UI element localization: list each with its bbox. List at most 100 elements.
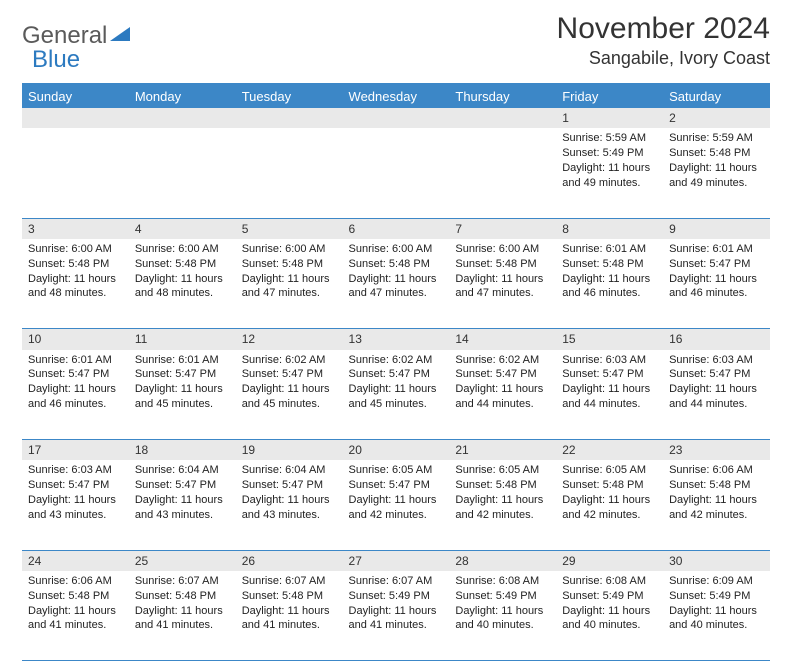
sunrise-text: Sunrise: 6:08 AM: [455, 574, 550, 589]
weekday-header: Friday: [556, 84, 663, 108]
daylight-text-2: and 41 minutes.: [135, 618, 230, 633]
day-content-cell: Sunrise: 5:59 AMSunset: 5:48 PMDaylight:…: [663, 128, 770, 218]
day-number-cell: 7: [449, 218, 556, 239]
day-number-cell: 4: [129, 218, 236, 239]
day-number-cell: 3: [22, 218, 129, 239]
daylight-text-1: Daylight: 11 hours: [349, 382, 444, 397]
sunrise-text: Sunrise: 6:01 AM: [135, 353, 230, 368]
sunset-text: Sunset: 5:47 PM: [242, 478, 337, 493]
title-block: November 2024 Sangabile, Ivory Coast: [557, 12, 770, 69]
day-number-cell: 22: [556, 440, 663, 461]
sunset-text: Sunset: 5:48 PM: [135, 257, 230, 272]
day-number-row: 17181920212223: [22, 440, 770, 461]
sunset-text: Sunset: 5:49 PM: [562, 146, 657, 161]
sunrise-text: Sunrise: 6:00 AM: [349, 242, 444, 257]
sunset-text: Sunset: 5:48 PM: [669, 146, 764, 161]
day-content-cell: Sunrise: 6:02 AMSunset: 5:47 PMDaylight:…: [236, 350, 343, 440]
sunset-text: Sunset: 5:47 PM: [669, 257, 764, 272]
month-title: November 2024: [557, 12, 770, 46]
daylight-text-2: and 49 minutes.: [669, 176, 764, 191]
sunrise-text: Sunrise: 6:06 AM: [28, 574, 123, 589]
day-content-cell: Sunrise: 6:00 AMSunset: 5:48 PMDaylight:…: [449, 239, 556, 329]
day-number-cell: 25: [129, 550, 236, 571]
weekday-header: Sunday: [22, 84, 129, 108]
day-content-cell: Sunrise: 6:04 AMSunset: 5:47 PMDaylight:…: [129, 460, 236, 550]
weekday-header-row: Sunday Monday Tuesday Wednesday Thursday…: [22, 84, 770, 108]
daylight-text-1: Daylight: 11 hours: [135, 382, 230, 397]
daylight-text-2: and 47 minutes.: [455, 286, 550, 301]
sunrise-text: Sunrise: 6:07 AM: [349, 574, 444, 589]
sunset-text: Sunset: 5:47 PM: [669, 367, 764, 382]
sunset-text: Sunset: 5:47 PM: [242, 367, 337, 382]
day-number-cell: 1: [556, 108, 663, 128]
day-content-cell: Sunrise: 6:01 AMSunset: 5:47 PMDaylight:…: [22, 350, 129, 440]
sunrise-text: Sunrise: 6:01 AM: [669, 242, 764, 257]
daylight-text-1: Daylight: 11 hours: [28, 382, 123, 397]
daylight-text-2: and 48 minutes.: [28, 286, 123, 301]
daylight-text-2: and 48 minutes.: [135, 286, 230, 301]
weekday-header: Thursday: [449, 84, 556, 108]
day-number-cell: 6: [343, 218, 450, 239]
day-content-cell: Sunrise: 6:00 AMSunset: 5:48 PMDaylight:…: [129, 239, 236, 329]
day-number-cell: 13: [343, 329, 450, 350]
daylight-text-1: Daylight: 11 hours: [562, 493, 657, 508]
daylight-text-1: Daylight: 11 hours: [669, 161, 764, 176]
sunrise-text: Sunrise: 6:04 AM: [242, 463, 337, 478]
day-content-row: Sunrise: 6:03 AMSunset: 5:47 PMDaylight:…: [22, 460, 770, 550]
daylight-text-1: Daylight: 11 hours: [242, 604, 337, 619]
weekday-header: Wednesday: [343, 84, 450, 108]
day-number-cell: 18: [129, 440, 236, 461]
weekday-header: Saturday: [663, 84, 770, 108]
sunset-text: Sunset: 5:47 PM: [135, 367, 230, 382]
sunrise-text: Sunrise: 6:00 AM: [455, 242, 550, 257]
daylight-text-2: and 42 minutes.: [349, 508, 444, 523]
day-content-cell: Sunrise: 6:07 AMSunset: 5:48 PMDaylight:…: [236, 571, 343, 661]
day-content-cell: Sunrise: 6:00 AMSunset: 5:48 PMDaylight:…: [236, 239, 343, 329]
day-number-cell: 30: [663, 550, 770, 571]
daylight-text-2: and 43 minutes.: [28, 508, 123, 523]
day-number-cell: 28: [449, 550, 556, 571]
sunset-text: Sunset: 5:48 PM: [242, 257, 337, 272]
sunrise-text: Sunrise: 6:05 AM: [349, 463, 444, 478]
sunrise-text: Sunrise: 6:02 AM: [455, 353, 550, 368]
daylight-text-1: Daylight: 11 hours: [669, 382, 764, 397]
daylight-text-2: and 40 minutes.: [455, 618, 550, 633]
daylight-text-1: Daylight: 11 hours: [669, 493, 764, 508]
sunset-text: Sunset: 5:49 PM: [455, 589, 550, 604]
daylight-text-1: Daylight: 11 hours: [562, 161, 657, 176]
sunset-text: Sunset: 5:47 PM: [349, 367, 444, 382]
daylight-text-1: Daylight: 11 hours: [135, 493, 230, 508]
location: Sangabile, Ivory Coast: [557, 48, 770, 69]
sunrise-text: Sunrise: 6:03 AM: [669, 353, 764, 368]
day-number-cell: 2: [663, 108, 770, 128]
sunrise-text: Sunrise: 6:00 AM: [242, 242, 337, 257]
daylight-text-2: and 47 minutes.: [349, 286, 444, 301]
sunrise-text: Sunrise: 6:07 AM: [242, 574, 337, 589]
sunset-text: Sunset: 5:47 PM: [562, 367, 657, 382]
weekday-header: Monday: [129, 84, 236, 108]
daylight-text-2: and 47 minutes.: [242, 286, 337, 301]
daylight-text-1: Daylight: 11 hours: [455, 604, 550, 619]
day-content-cell: [129, 128, 236, 218]
daylight-text-1: Daylight: 11 hours: [28, 604, 123, 619]
day-number-cell: 19: [236, 440, 343, 461]
sunset-text: Sunset: 5:47 PM: [135, 478, 230, 493]
sunset-text: Sunset: 5:48 PM: [28, 257, 123, 272]
sunset-text: Sunset: 5:48 PM: [669, 478, 764, 493]
daylight-text-2: and 44 minutes.: [455, 397, 550, 412]
day-number-row: 10111213141516: [22, 329, 770, 350]
logo: General: [22, 12, 132, 50]
daylight-text-2: and 41 minutes.: [242, 618, 337, 633]
day-content-cell: Sunrise: 6:06 AMSunset: 5:48 PMDaylight:…: [663, 460, 770, 550]
calendar-body: 12Sunrise: 5:59 AMSunset: 5:49 PMDayligh…: [22, 108, 770, 661]
day-content-row: Sunrise: 6:06 AMSunset: 5:48 PMDaylight:…: [22, 571, 770, 661]
day-number-cell: 26: [236, 550, 343, 571]
day-number-cell: 9: [663, 218, 770, 239]
daylight-text-1: Daylight: 11 hours: [669, 604, 764, 619]
day-content-cell: Sunrise: 6:03 AMSunset: 5:47 PMDaylight:…: [556, 350, 663, 440]
daylight-text-1: Daylight: 11 hours: [455, 382, 550, 397]
day-number-cell: [22, 108, 129, 128]
daylight-text-2: and 49 minutes.: [562, 176, 657, 191]
day-number-cell: 27: [343, 550, 450, 571]
day-number-cell: 16: [663, 329, 770, 350]
